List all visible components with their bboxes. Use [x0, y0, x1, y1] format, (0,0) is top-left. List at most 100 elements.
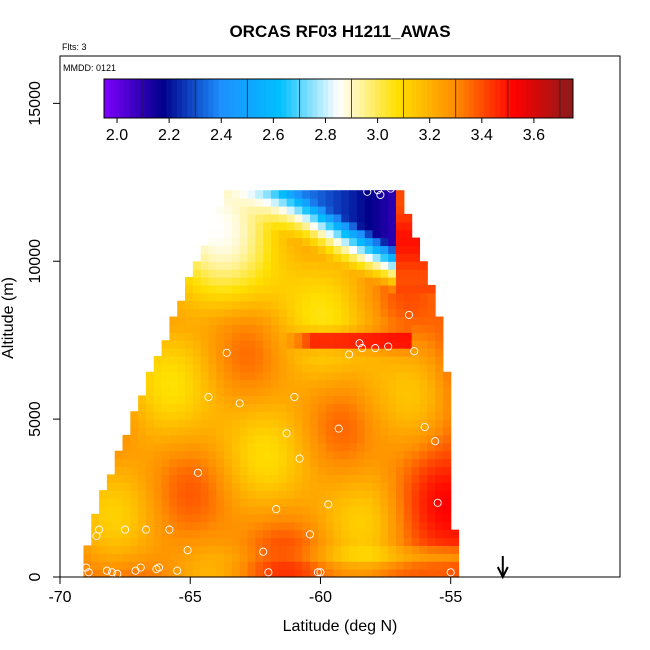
heatmap-cell: [419, 371, 428, 381]
heatmap-cell: [349, 569, 358, 578]
y-tick-label: 10000: [27, 239, 44, 284]
heatmap-cell: [341, 379, 350, 389]
heatmap-cell: [435, 521, 444, 531]
heatmap-cell: [396, 450, 405, 460]
heatmap-cell: [286, 253, 296, 262]
heatmap-cell: [106, 505, 116, 515]
heatmap-cell: [208, 340, 217, 349]
heatmap-cell: [427, 379, 436, 389]
sample-point: [373, 186, 382, 195]
heatmap-cell: [372, 316, 381, 325]
heatmap-cell: [388, 561, 397, 570]
heatmap-cell: [356, 490, 366, 499]
heatmap-cell: [403, 387, 413, 397]
heatmap-cell: [435, 545, 444, 554]
heatmap-cell: [302, 371, 311, 381]
heatmap-cell: [255, 545, 264, 554]
sample-points: [81, 175, 455, 578]
heatmap-cell: [286, 340, 296, 349]
heatmap-cell: [388, 237, 397, 247]
heatmap-cell: [317, 261, 327, 270]
heatmap-cell: [185, 277, 194, 286]
heatmap-cell: [177, 505, 186, 515]
heatmap-cell: [372, 427, 381, 436]
heatmap-cell: [263, 308, 272, 318]
heatmap-cell: [122, 537, 131, 547]
heatmap-cell: [411, 332, 421, 341]
heatmap-cell: [419, 403, 428, 412]
heatmap-cell: [270, 513, 280, 523]
heatmap-cell: [364, 198, 374, 207]
heatmap-cell: [208, 332, 217, 341]
heatmap-cell: [270, 324, 280, 333]
heatmap-cell: [364, 363, 374, 373]
heatmap-cell: [341, 419, 350, 428]
heatmap-cell: [419, 284, 428, 294]
colorbar-segment: [333, 79, 339, 118]
heatmap-cell: [341, 261, 350, 270]
heatmap-cell: [317, 411, 327, 420]
heatmap-cell: [239, 190, 249, 199]
heatmap-cell: [411, 505, 421, 515]
sample-point: [222, 348, 231, 357]
heatmap-cell: [192, 269, 202, 278]
heatmap-cell: [91, 553, 100, 562]
heatmap-cell: [114, 474, 124, 483]
heatmap-cell: [310, 300, 319, 310]
colorbar-segment: [249, 79, 256, 118]
heatmap-cell: [138, 521, 147, 531]
heatmap-cell: [325, 553, 335, 562]
heatmap-cell: [185, 521, 194, 531]
heatmap-cell: [216, 253, 225, 262]
heatmap-cell: [356, 229, 366, 239]
heatmap-cell: [192, 529, 202, 539]
colorbar-segment: [421, 79, 428, 118]
heatmap-cell: [403, 482, 413, 491]
heatmap-cell: [169, 387, 178, 397]
heatmap-cell: [200, 513, 210, 523]
heatmap-cell: [169, 371, 178, 381]
heatmap-cell: [208, 505, 217, 515]
heatmap-cell: [216, 505, 225, 515]
heatmap-cell: [278, 316, 288, 325]
heatmap-cell: [224, 198, 233, 207]
heatmap-cell: [114, 458, 124, 468]
heatmap-cell: [442, 466, 452, 475]
heatmap-cell: [388, 253, 397, 262]
heatmap-cell: [185, 403, 194, 412]
heatmap-cell: [380, 324, 389, 333]
heatmap-cell: [435, 363, 444, 373]
x-tick-label: -70: [48, 589, 71, 606]
heatmap-cell: [411, 245, 421, 254]
heatmap-cell: [442, 553, 452, 562]
heatmap-cell: [239, 332, 249, 341]
heatmap-cell: [317, 221, 327, 231]
heatmap-cell: [380, 261, 389, 270]
heatmap-cell: [192, 261, 202, 270]
heatmap-cell: [200, 348, 210, 357]
heatmap-cell: [278, 427, 288, 436]
colorbar-segment: [442, 79, 449, 118]
heatmap-cell: [435, 513, 444, 523]
colorbar-segment: [145, 79, 152, 118]
sample-point: [193, 468, 203, 477]
heatmap-cell: [317, 458, 327, 468]
heatmap-cell: [192, 387, 202, 397]
heatmap-cell: [372, 348, 381, 357]
heatmap-cell: [341, 521, 350, 531]
heatmap-cell: [317, 190, 327, 199]
heatmap-cell: [114, 545, 124, 554]
heatmap-cell: [411, 348, 421, 357]
heatmap-cell: [247, 521, 256, 531]
heatmap-cell: [278, 474, 288, 483]
heatmap-cell: [364, 395, 374, 404]
heatmap-cell: [138, 450, 147, 460]
heatmap-cell: [106, 529, 116, 539]
heatmap-cell: [192, 498, 202, 507]
heatmap-cell: [396, 521, 405, 531]
heatmap-cell: [356, 427, 366, 436]
heatmap-cell: [255, 395, 264, 404]
heatmap-cell: [388, 513, 397, 523]
heatmap-cell: [286, 300, 296, 310]
heatmap-cell: [270, 434, 280, 444]
